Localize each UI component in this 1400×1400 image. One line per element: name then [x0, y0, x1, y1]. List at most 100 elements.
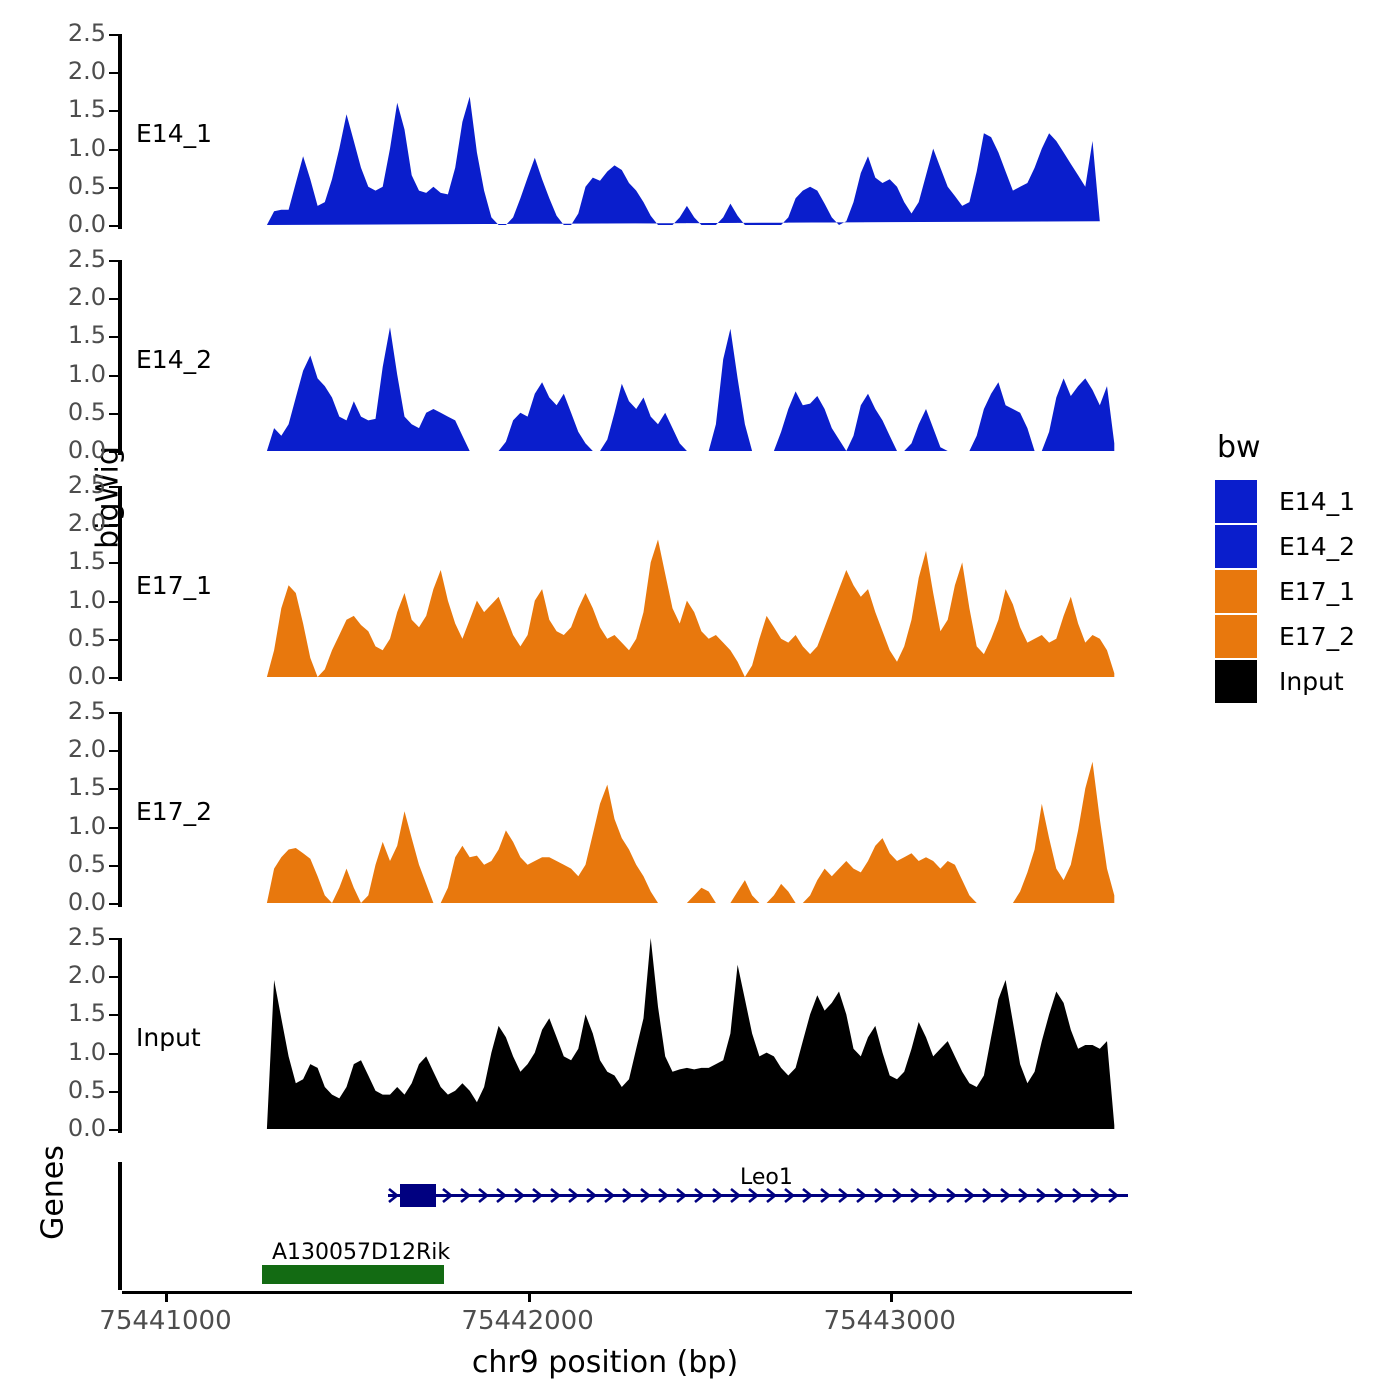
gene-strand-arrow-icon — [838, 1188, 850, 1204]
gene-strand-arrow-icon — [1072, 1188, 1084, 1204]
gene-strand-arrow-icon — [460, 1188, 472, 1204]
legend-swatch-icon — [1215, 660, 1257, 703]
legend-item-input[interactable]: Input — [1215, 659, 1355, 704]
y-tick — [109, 298, 118, 301]
y-tick — [109, 34, 118, 36]
track-panel-e17_1: 0.0 0.5 1.0 1.5 2.0 2.5 E17_1 — [68, 473, 1142, 688]
coverage-area-e17_1 — [266, 539, 1115, 677]
gene-leo1-exon[interactable] — [400, 1184, 436, 1207]
y-tick-label: 2.0 — [67, 283, 106, 312]
gene-strand-arrow-icon — [784, 1188, 796, 1204]
y-tick-label: 2.0 — [67, 509, 106, 538]
y-tick-label: 1.0 — [67, 1037, 106, 1066]
track-panel-e14_2: 0.0 0.5 1.0 1.5 2.0 2.5 E14_2 — [68, 247, 1142, 462]
y-tick — [109, 225, 118, 227]
legend-item-e14_2[interactable]: E14_2 — [1215, 524, 1355, 569]
y-tick — [109, 1129, 118, 1131]
y-tick — [109, 562, 118, 565]
gene-strand-arrow-icon — [442, 1188, 454, 1204]
gene-rik-label: A130057D12Rik — [272, 1240, 451, 1265]
y-axis-line — [118, 712, 122, 907]
gene-strand-arrow-icon — [694, 1188, 706, 1204]
legend-label: Input — [1279, 667, 1344, 696]
x-tick-label: 75442000 — [461, 1306, 594, 1336]
gene-rik-body[interactable] — [262, 1265, 444, 1284]
y-tick-label: 1.0 — [67, 359, 106, 388]
y-tick-label: 2.5 — [67, 697, 106, 725]
y-tick — [109, 1014, 118, 1017]
y-tick-label: 1.0 — [67, 133, 106, 162]
track-label-e17_2: E17_2 — [136, 797, 213, 827]
gene-panel-axis — [118, 1162, 122, 1290]
coverage-polygon — [266, 96, 1100, 225]
gene-strand-arrow-icon — [1108, 1188, 1120, 1204]
y-tick-label: 0.5 — [67, 397, 106, 426]
y-tick — [109, 451, 118, 453]
legend-label: E17_1 — [1279, 577, 1356, 606]
y-tick-label: 0.5 — [67, 849, 106, 878]
y-tick-label: 2.0 — [67, 961, 106, 990]
y-tick-label: 2.5 — [67, 19, 106, 47]
gene-strand-arrow-icon — [1090, 1188, 1102, 1204]
gene-strand-arrow-icon — [874, 1188, 886, 1204]
x-tick — [527, 1291, 531, 1302]
legend-item-e17_2[interactable]: E17_2 — [1215, 614, 1355, 659]
y-tick-label: 1.0 — [67, 811, 106, 840]
legend-item-e17_1[interactable]: E17_1 — [1215, 569, 1355, 614]
gene-strand-arrow-icon — [946, 1188, 958, 1204]
y-tick-label: 0.0 — [67, 1114, 106, 1142]
y-tick — [109, 336, 118, 339]
gene-strand-arrow-icon — [766, 1188, 778, 1204]
y-tick — [109, 638, 118, 641]
track-panel-e17_2: 0.0 0.5 1.0 1.5 2.0 2.5 E17_2 — [68, 699, 1142, 914]
y-tick — [109, 374, 118, 377]
gene-strand-arrow-icon — [856, 1188, 868, 1204]
gene-strand-arrow-icon — [640, 1188, 652, 1204]
y-tick-label: 1.5 — [67, 95, 106, 124]
gene-strand-arrow-icon — [1000, 1188, 1012, 1204]
y-tick — [109, 1052, 118, 1055]
y-tick — [109, 524, 118, 527]
track-label-e14_2: E14_2 — [136, 345, 213, 375]
gene-strand-arrow-icon — [388, 1188, 400, 1204]
gene-strand-arrow-icon — [496, 1188, 508, 1204]
y-tick — [109, 148, 118, 151]
gene-strand-arrow-icon — [910, 1188, 922, 1204]
coverage-area-input — [266, 938, 1115, 1129]
legend-swatch-icon — [1215, 570, 1257, 613]
y-axis-line — [118, 938, 122, 1133]
coverage-area-e14_2 — [266, 327, 1115, 451]
gene-strand-arrow-icon — [892, 1188, 904, 1204]
x-tick-label: 75441000 — [99, 1306, 232, 1336]
y-tick — [109, 412, 118, 415]
y-tick — [109, 677, 118, 679]
gene-strand-arrow-icon — [1018, 1188, 1030, 1204]
x-tick — [889, 1291, 893, 1302]
legend-rows: E14_1 E14_2 E17_1 E17_2 Input — [1215, 479, 1355, 704]
y-tick-label: 0.0 — [67, 888, 106, 916]
y-tick-label: 1.0 — [67, 585, 106, 614]
y-tick — [109, 110, 118, 113]
gene-strand-arrow-icon — [658, 1188, 670, 1204]
gene-strand-arrow-icon — [532, 1188, 544, 1204]
y-tick-label: 1.5 — [67, 547, 106, 576]
coverage-polygon — [266, 539, 1115, 677]
y-tick — [109, 976, 118, 979]
gene-strand-arrow-icon — [820, 1188, 832, 1204]
y-tick — [109, 788, 118, 791]
legend-item-e14_1[interactable]: E14_1 — [1215, 479, 1355, 524]
gene-strand-arrow-icon — [568, 1188, 580, 1204]
coverage-polygon — [266, 761, 1115, 903]
gene-strand-arrow-icon — [622, 1188, 634, 1204]
y-axis-line — [118, 486, 122, 681]
legend-swatch-icon — [1215, 480, 1257, 523]
y-tick — [109, 72, 118, 75]
y-tick-label: 0.0 — [67, 662, 106, 690]
y-tick-label: 1.5 — [67, 321, 106, 350]
y-tick — [109, 903, 118, 905]
y-tick — [109, 600, 118, 603]
gene-strand-arrow-icon — [730, 1188, 742, 1204]
gene-strand-arrow-icon — [478, 1188, 490, 1204]
y-tick — [109, 712, 118, 714]
y-axis-line — [118, 34, 122, 229]
